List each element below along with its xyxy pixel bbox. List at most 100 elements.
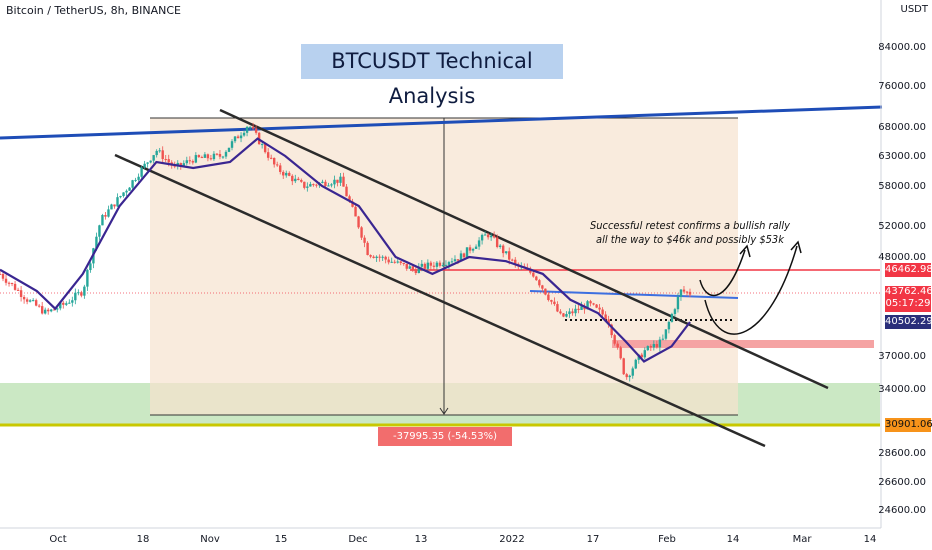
candle-body [31, 300, 35, 302]
candle-body [101, 215, 104, 226]
analysis-annotation: Successful retest confirms a bullish ral… [570, 219, 810, 247]
candle-body [40, 306, 44, 314]
candle-body [673, 309, 677, 314]
candle-body [384, 256, 387, 260]
price-tag-countdown: 05:17:29 [885, 298, 931, 309]
candle-body [128, 187, 131, 191]
candle-body [670, 313, 674, 322]
candle-body [212, 153, 216, 160]
candle-body [50, 309, 53, 312]
price-tag-support: 30901.06 [885, 418, 932, 432]
candle-body [279, 165, 282, 172]
candle-body [269, 157, 273, 159]
candle-body [375, 256, 378, 259]
candle-body [646, 346, 650, 351]
candle-body [417, 266, 421, 274]
candle-body [203, 154, 207, 158]
candle-body [360, 227, 363, 238]
candle-body [260, 144, 264, 146]
candle-body [511, 259, 514, 261]
candle-body [387, 259, 390, 263]
candle-body [173, 165, 176, 167]
candle-body [98, 225, 101, 237]
candle-body [137, 176, 140, 180]
x-axis: Oct 18 Nov 15 Dec 13 2022 17 Feb 14 Mar 14 [49, 534, 876, 545]
candle-body [59, 302, 62, 309]
projection-arrowhead-2 [790, 240, 802, 254]
candle-body [438, 262, 442, 266]
candle-body [366, 242, 369, 256]
candle-body [152, 155, 155, 161]
candle-body [43, 309, 47, 314]
y-tick-8: 34000.00 [878, 384, 926, 395]
candle-body [22, 296, 26, 300]
candle-body [399, 261, 402, 263]
x-tick-2: Nov [200, 534, 220, 545]
candle-body [116, 197, 119, 207]
candle-body [682, 289, 686, 292]
candle-body [402, 262, 405, 264]
candle-body [239, 135, 243, 139]
candle-body [233, 136, 237, 142]
candle-body [348, 196, 351, 202]
candle-body [471, 248, 475, 251]
candle-body [0, 273, 2, 275]
candle-body [185, 160, 189, 164]
candle-body [435, 262, 439, 267]
candle-body [514, 259, 517, 264]
candle-body [1, 274, 5, 279]
candle-body [553, 301, 556, 305]
y-tick-5: 52000.00 [878, 221, 926, 232]
x-tick-9: 14 [727, 534, 740, 545]
candle-body [16, 289, 20, 291]
candle-body [291, 175, 294, 182]
candle-body [80, 292, 83, 296]
candle-body [227, 147, 231, 152]
candle-body [13, 283, 17, 290]
candle-body [604, 314, 607, 320]
candle-body [303, 181, 306, 188]
y-axis: 84000.00 76000.00 68000.00 63000.00 58000.00… [878, 42, 926, 516]
candle-body [556, 304, 559, 312]
candle-body [161, 150, 164, 160]
candle-body [390, 261, 393, 263]
candle-body [423, 263, 427, 269]
candle-body [474, 246, 478, 249]
candle-body [486, 234, 490, 238]
candle-body [56, 308, 59, 310]
candle-body [465, 247, 469, 258]
candle-body [547, 294, 550, 301]
candle-body [658, 339, 662, 348]
symbol-label[interactable]: Bitcoin / TetherUS, 8h, BINANCE [6, 4, 182, 17]
upper-trendline [0, 105, 883, 140]
candle-body [532, 272, 535, 277]
x-tick-11: 14 [864, 534, 877, 545]
candle-body [411, 266, 414, 270]
candle-body [336, 179, 339, 183]
x-tick-3: 15 [275, 534, 288, 545]
candle-body [351, 201, 354, 207]
candle-body [47, 309, 50, 312]
x-tick-7: 17 [587, 534, 600, 545]
candle-body [230, 141, 234, 148]
candle-body [483, 234, 487, 236]
candle-body [65, 303, 68, 305]
candle-body [625, 374, 628, 378]
candle-body [19, 290, 23, 297]
candle-body [480, 234, 484, 241]
candle-body [372, 256, 375, 259]
candle-body [393, 261, 396, 263]
candle-body [282, 171, 285, 176]
candle-body [188, 160, 192, 162]
x-tick-1: 18 [137, 534, 150, 545]
candle-body [610, 324, 613, 336]
candle-body [538, 280, 541, 286]
candle-body [158, 150, 161, 152]
price-tag-resistance: 46462.98 [885, 263, 932, 277]
candle-body [288, 172, 291, 176]
price-tag-ma: 40502.29 [885, 315, 932, 329]
candle-body [134, 179, 137, 181]
candle-body [321, 181, 324, 183]
y-tick-10: 26600.00 [878, 477, 926, 488]
